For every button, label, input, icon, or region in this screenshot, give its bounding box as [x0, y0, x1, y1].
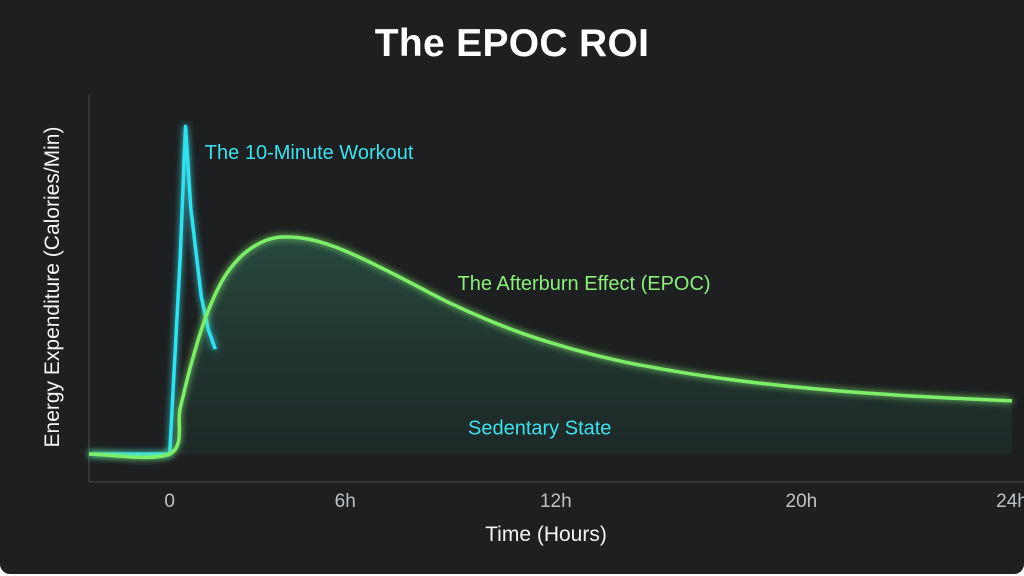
epoc-series-label: The Afterburn Effect (EPOC) [458, 273, 711, 295]
epoc-afterburn-line [88, 235, 1013, 460]
epoc-area-fill [89, 236, 1012, 458]
workout-series-label: The 10-Minute Workout [205, 142, 414, 164]
x-axis-title: Time (Hours) [485, 523, 607, 546]
y-axis-title: Energy Expenditure (Calories/Min) [41, 127, 64, 448]
x-tick-label: 0 [164, 491, 175, 512]
workout-spike-line [89, 124, 217, 456]
x-tick-labels: 0 6h 12h 20h 24h [164, 491, 1024, 512]
x-tick-label: 12h [540, 491, 572, 512]
chart-title: The EPOC ROI [374, 22, 650, 65]
x-tick-label: 20h [786, 491, 818, 512]
x-tick-label: 24h [996, 491, 1024, 512]
x-tick-label: 6h [335, 491, 356, 512]
sedentary-series-label: Sedentary State [468, 417, 611, 439]
